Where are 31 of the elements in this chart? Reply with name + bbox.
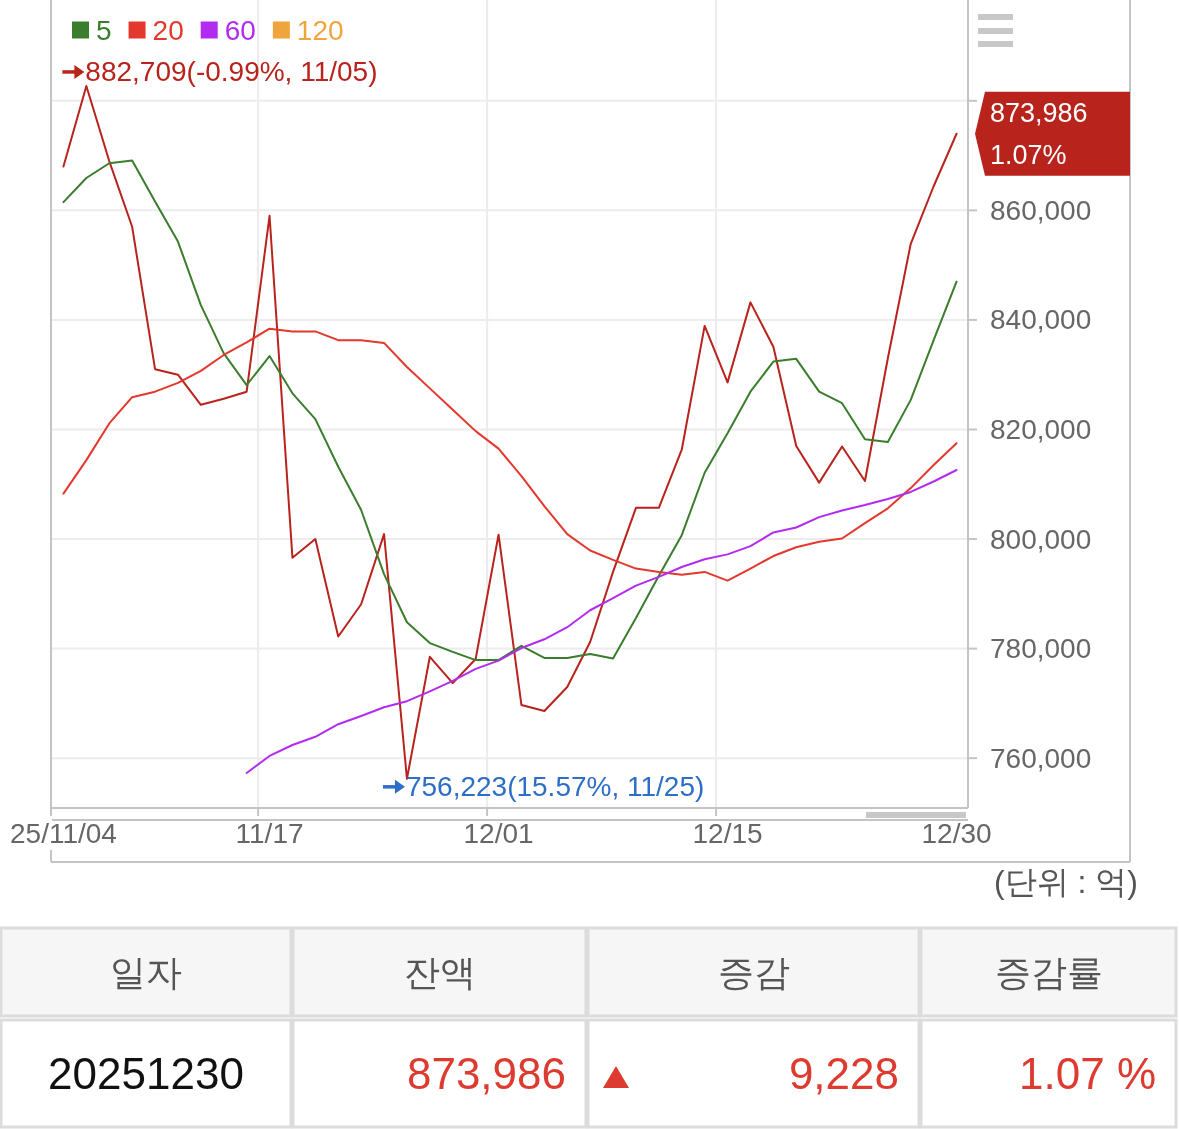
line-series <box>62 327 958 582</box>
text: 1.07 % <box>1019 1049 1156 1098</box>
legend-label: 120 <box>296 14 344 46</box>
annotation: 882,709(-0.99%, 11/05) <box>85 56 378 88</box>
text: 일자 <box>110 951 182 993</box>
line-series <box>245 469 958 774</box>
y-tick-label: 800,000 <box>990 523 1092 555</box>
text: 20251230 <box>48 1049 244 1098</box>
text: (단위 : 억) <box>994 864 1138 900</box>
y-tick-label: 780,000 <box>990 633 1092 665</box>
legend-label: 60 <box>224 14 256 46</box>
text: 9,228 <box>788 1049 899 1098</box>
x-tick-label: 12/15 <box>692 817 763 849</box>
text: 증감률 <box>994 951 1103 993</box>
text: 873,986 <box>406 1049 566 1098</box>
x-tick-label: 11/17 <box>235 817 304 849</box>
y-tick-label: 820,000 <box>990 413 1092 445</box>
text: 잔액 <box>403 951 476 993</box>
x-tick-label: 12/30 <box>921 817 992 849</box>
annotation: 1.07% <box>990 139 1067 170</box>
text: 증감 <box>717 951 790 993</box>
annotation: 756,223(15.57%, 11/25) <box>405 771 705 803</box>
y-tick-label: 760,000 <box>990 742 1092 774</box>
x-tick-label: 12/01 <box>463 817 534 849</box>
annotation: 873,986 <box>990 97 1088 128</box>
legend-label: 20 <box>152 14 184 46</box>
line-series <box>62 159 958 662</box>
y-tick-label: 840,000 <box>990 304 1092 336</box>
x-tick-label: 25/11/04 <box>9 817 117 849</box>
legend-label: 5 <box>96 14 112 46</box>
y-tick-label: 860,000 <box>990 194 1092 226</box>
